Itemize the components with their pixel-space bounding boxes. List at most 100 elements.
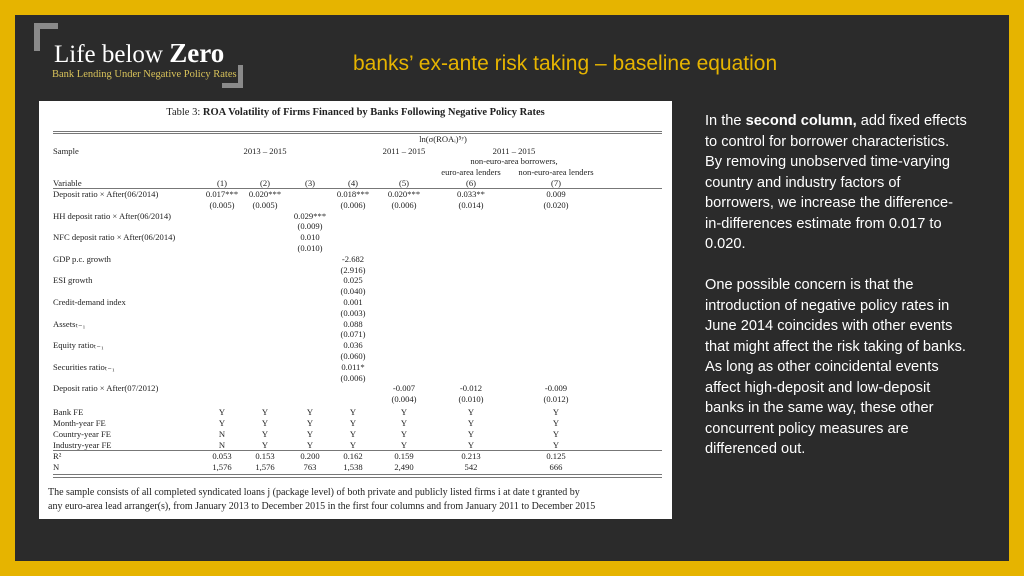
- fixed-effect-value: Y: [261, 407, 269, 417]
- fixed-effect-value: N: [218, 429, 226, 439]
- standard-error: (0.020): [543, 199, 569, 210]
- row-label: Credit-demand index: [53, 297, 126, 307]
- table-footnote: The sample consists of all completed syn…: [48, 487, 580, 498]
- coefficient: 0.029***: [293, 210, 327, 221]
- row-label: GDP p.c. growth: [53, 253, 111, 264]
- coefficient: 0.020***: [387, 189, 421, 199]
- row-label: Deposit ratio × After(06/2014): [53, 189, 159, 199]
- subgroup-header: euro-area lenders: [441, 167, 501, 177]
- logo-bracket-bottom-right: [222, 65, 243, 88]
- fixed-effect-value: Y: [306, 407, 314, 417]
- subgroup-header: non-euro-area lenders: [518, 167, 594, 177]
- stat-value: 1,538: [343, 462, 363, 472]
- fixed-effect-value: Y: [400, 440, 408, 450]
- fixed-effect-value: Y: [349, 440, 357, 450]
- stat-value: 0.162: [343, 451, 363, 461]
- side-explanation: In the second column, add fixed effects …: [705, 111, 967, 480]
- row-label: HH deposit ratio × After(06/2014): [53, 210, 171, 221]
- standard-error: (0.014): [458, 199, 484, 210]
- standard-error: (0.005): [252, 199, 278, 210]
- fixed-effect-value: N: [218, 440, 226, 450]
- coefficient: 0.025: [343, 275, 363, 286]
- standard-error: (0.006): [340, 372, 366, 383]
- fixed-effect-value: Y: [261, 418, 269, 428]
- coefficient: -0.007: [392, 383, 416, 394]
- slide-title: banks’ ex-ante risk taking – baseline eq…: [353, 52, 778, 75]
- table-top-rule: [53, 131, 662, 132]
- column-number: (4): [347, 178, 359, 188]
- standard-error: (0.005): [209, 199, 235, 210]
- coefficient: -0.012: [459, 383, 483, 394]
- fixed-effect-value: Y: [552, 407, 560, 417]
- stat-value: 542: [464, 462, 478, 472]
- fixed-effect-label: Country-year FE: [53, 429, 111, 439]
- sample-label: Sample: [53, 146, 79, 156]
- fixed-effect-value: Y: [261, 429, 269, 439]
- logo-bracket-top-left: [34, 23, 58, 51]
- stat-value: 666: [549, 462, 563, 472]
- paragraph-1: In the second column, add fixed effects …: [705, 111, 967, 255]
- row-label: NFC deposit ratio × After(06/2014): [53, 232, 176, 243]
- coefficient: 0.009: [546, 189, 566, 199]
- p1-bold: second column,: [745, 113, 857, 129]
- stat-value: 0.200: [300, 451, 320, 461]
- stat-value: 0.153: [255, 451, 275, 461]
- fixed-effect-value: Y: [467, 407, 475, 417]
- logo-title: Life below Zero: [54, 38, 224, 69]
- standard-error: (0.010): [297, 243, 323, 253]
- p1-before: In the: [705, 113, 746, 129]
- logo-title-bold: Zero: [169, 38, 225, 68]
- standard-error: (0.071): [340, 329, 366, 340]
- stats-rule: [53, 450, 662, 451]
- coefficient: 0.033**: [457, 189, 485, 199]
- regression-table: Table 3: ROA Volatility of Firms Finance…: [39, 101, 672, 519]
- fixed-effect-value: Y: [467, 418, 475, 428]
- stat-value: 0.213: [461, 451, 481, 461]
- coefficient: 0.010: [300, 232, 320, 243]
- fixed-effect-value: Y: [349, 418, 357, 428]
- column-number: (7): [550, 178, 562, 188]
- column-number: (1): [216, 178, 228, 188]
- caption-title: ROA Volatility of Firms Financed by Bank…: [202, 107, 545, 118]
- fixed-effect-value: Y: [218, 407, 226, 417]
- fixed-effect-value: Y: [306, 418, 314, 428]
- row-label: Securities ratioₜ₋₁: [53, 361, 115, 372]
- fixed-effect-value: Y: [261, 440, 269, 450]
- fixed-effect-value: Y: [467, 429, 475, 439]
- coefficient: 0.018***: [336, 189, 370, 199]
- column-number: (5): [398, 178, 410, 188]
- stat-value: 1,576: [212, 462, 232, 472]
- fixed-effect-value: Y: [552, 418, 560, 428]
- fixed-effect-label: Bank FE: [53, 407, 84, 417]
- stat-value: 2,490: [394, 462, 414, 472]
- column-number: (2): [259, 178, 271, 188]
- fixed-effect-value: Y: [306, 440, 314, 450]
- fixed-effect-value: Y: [400, 429, 408, 439]
- fixed-effect-value: Y: [552, 440, 560, 450]
- fixed-effect-value: Y: [349, 429, 357, 439]
- stat-label: N: [53, 462, 60, 472]
- standard-error: (0.010): [458, 394, 484, 405]
- column-number: (6): [465, 178, 477, 188]
- table-bottom-rule: [53, 474, 662, 475]
- table-top-rule-2: [53, 133, 662, 134]
- stat-value: 1,576: [255, 462, 275, 472]
- column-number: (3): [304, 178, 316, 188]
- standard-error: (0.003): [340, 307, 366, 318]
- fixed-effect-value: Y: [218, 418, 226, 428]
- sample-group: 2013 – 2015: [243, 146, 287, 156]
- row-label: ESI growth: [53, 275, 93, 286]
- paragraph-2: One possible concern is that the introdu…: [705, 277, 966, 457]
- coefficient: 0.001: [343, 297, 363, 307]
- standard-error: (2.916): [340, 264, 366, 275]
- caption-prefix: Table 3:: [166, 107, 203, 118]
- fixed-effect-label: Month-year FE: [53, 418, 106, 428]
- table-caption: Table 3: ROA Volatility of Firms Finance…: [59, 107, 652, 118]
- fixed-effect-value: Y: [467, 440, 475, 450]
- dependent-variable: ln(σ(ROAᵢ)⁵ʸ): [419, 134, 467, 144]
- fixed-effect-value: Y: [349, 407, 357, 417]
- coefficient: 0.017***: [205, 189, 239, 199]
- logo-title-light: Life below: [54, 41, 170, 68]
- logo-subtitle: Bank Lending Under Negative Policy Rates: [52, 69, 237, 80]
- coefficient: 0.011*: [341, 361, 365, 372]
